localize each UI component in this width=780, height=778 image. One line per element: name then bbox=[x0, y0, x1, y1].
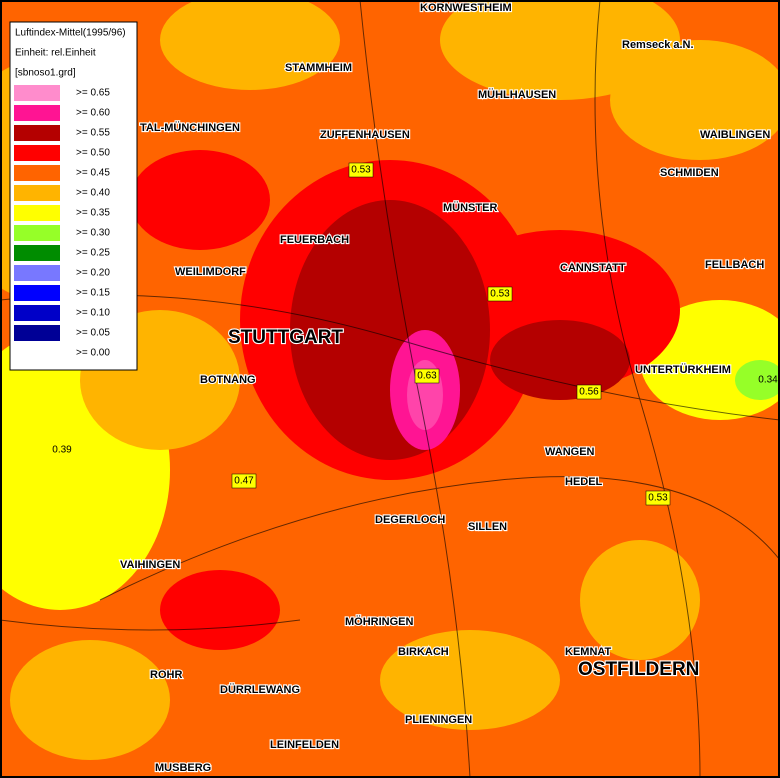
place-label: CANNSTATT bbox=[560, 262, 626, 274]
place-labels: KORNWESTHEIM STAMMHEIM MÜHLHAUSEN TAL-MÜ… bbox=[119, 1, 772, 775]
legend-label: >= 0.25 bbox=[76, 248, 110, 259]
place-label: KORNWESTHEIM bbox=[420, 2, 512, 14]
place-label: DÜRRLEWANG bbox=[220, 683, 300, 696]
place-label: Remseck a.N. bbox=[622, 39, 694, 51]
value-box bbox=[645, 490, 671, 506]
value-label: 0.34 bbox=[758, 375, 778, 386]
value-label: 0.47 bbox=[234, 476, 254, 487]
place-label: WAIBLINGEN bbox=[700, 129, 770, 141]
place-label: FEUERBACH bbox=[280, 234, 349, 246]
value-box bbox=[414, 368, 440, 384]
legend-file: [sbnoso1.grd] bbox=[15, 68, 76, 79]
place-label: FELLBACH bbox=[705, 259, 764, 271]
legend-swatch bbox=[14, 325, 60, 341]
legend-unit: Einheit: rel.Einheit bbox=[15, 48, 96, 59]
value-box bbox=[231, 473, 257, 489]
legend-swatch bbox=[14, 245, 60, 261]
place-label: TAL-MÜNCHINGEN bbox=[140, 121, 240, 134]
place-label: MUSBERG bbox=[155, 762, 211, 774]
value-box bbox=[576, 384, 602, 400]
place-label: UNTERTÜRKHEIM bbox=[635, 363, 731, 376]
place-label: PLIENINGEN bbox=[405, 714, 472, 726]
legend-label: >= 0.10 bbox=[76, 308, 110, 319]
value-box bbox=[348, 162, 374, 178]
legend-label: >= 0.50 bbox=[76, 148, 110, 159]
place-label: WEILIMDORF bbox=[175, 266, 246, 278]
place-label: BIRKACH bbox=[398, 646, 449, 658]
place-label: SCHMIDEN bbox=[660, 167, 719, 179]
place-label: ZUFFENHAUSEN bbox=[320, 129, 410, 141]
place-label: STAMMHEIM bbox=[285, 62, 352, 74]
value-label: 0.53 bbox=[490, 289, 510, 300]
legend-swatch bbox=[14, 265, 60, 281]
legend-swatch bbox=[14, 125, 60, 141]
legend-swatch bbox=[14, 85, 60, 101]
value-label: 0.56 bbox=[579, 387, 599, 398]
place-label: SILLEN bbox=[468, 521, 507, 533]
place-label: BOTNANG bbox=[200, 374, 256, 386]
legend-label: >= 0.55 bbox=[76, 128, 110, 139]
legend-label: >= 0.15 bbox=[76, 288, 110, 299]
place-label: MÜHLHAUSEN bbox=[478, 88, 556, 101]
legend-label: >= 0.20 bbox=[76, 268, 110, 279]
legend-swatch bbox=[14, 145, 60, 161]
legend-label: >= 0.30 bbox=[76, 228, 110, 239]
place-label: OSTFILDERN bbox=[578, 659, 699, 680]
legend-swatch bbox=[14, 185, 60, 201]
legend-swatch bbox=[14, 345, 60, 361]
place-label: STUTTGART bbox=[228, 327, 343, 348]
legend-swatch bbox=[14, 285, 60, 301]
place-label: KEMNAT bbox=[565, 646, 612, 658]
place-label: MÜNSTER bbox=[443, 201, 497, 214]
place-label: HEDEL bbox=[565, 476, 603, 488]
place-label: LEINFELDEN bbox=[270, 739, 339, 751]
place-label: MÖHRINGEN bbox=[345, 615, 414, 628]
value-label: 0.39 bbox=[52, 445, 72, 456]
legend-label: >= 0.45 bbox=[76, 168, 110, 179]
place-label: ROHR bbox=[150, 669, 182, 681]
place-label: DEGERLOCH bbox=[375, 514, 445, 526]
legend-label: >= 0.65 bbox=[76, 88, 110, 99]
legend-label: >= 0.05 bbox=[76, 328, 110, 339]
legend-label: >= 0.40 bbox=[76, 188, 110, 199]
value-label: 0.53 bbox=[648, 493, 668, 504]
value-label: 0.53 bbox=[351, 165, 371, 176]
legend-label: >= 0.35 bbox=[76, 208, 110, 219]
value-box bbox=[487, 286, 513, 302]
value-labels: 0.53 0.53 0.63 0.56 0.53 0.47 0.39 0.34 bbox=[52, 162, 778, 506]
legend-title: Luftindex-Mittel(1995/96) bbox=[15, 28, 126, 39]
legend-label: >= 0.60 bbox=[76, 108, 110, 119]
place-label: WANGEN bbox=[545, 446, 595, 458]
legend-label: >= 0.00 bbox=[76, 348, 110, 359]
place-label: VAIHINGEN bbox=[120, 559, 180, 571]
legend-swatch bbox=[14, 305, 60, 321]
legend-swatch bbox=[14, 225, 60, 241]
legend-swatch bbox=[14, 205, 60, 221]
legend-swatch bbox=[14, 105, 60, 121]
legend-swatch bbox=[14, 165, 60, 181]
legend: Luftindex-Mittel(1995/96) Einheit: rel.E… bbox=[9, 21, 138, 371]
value-label: 0.63 bbox=[417, 371, 437, 382]
